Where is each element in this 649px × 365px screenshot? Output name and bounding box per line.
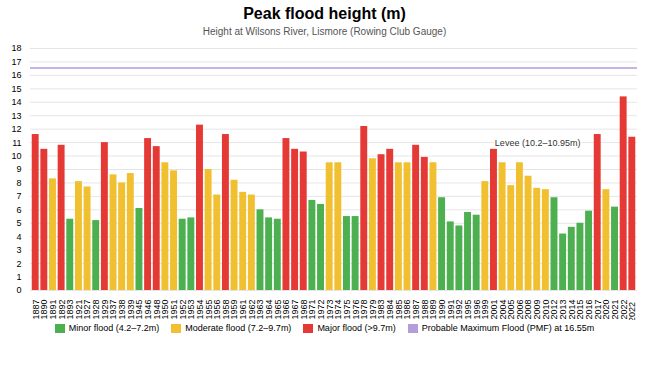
svg-text:1945: 1945 bbox=[134, 299, 145, 320]
svg-text:6: 6 bbox=[16, 205, 21, 215]
svg-text:1939: 1939 bbox=[125, 299, 136, 320]
svg-text:2: 2 bbox=[16, 258, 21, 268]
svg-text:1996: 1996 bbox=[471, 299, 482, 320]
svg-text:1978: 1978 bbox=[359, 299, 370, 320]
svg-text:1937: 1937 bbox=[108, 299, 119, 320]
svg-text:Levee (10.2–10.95m): Levee (10.2–10.95m) bbox=[495, 138, 581, 148]
svg-text:1951: 1951 bbox=[168, 299, 179, 320]
svg-text:0: 0 bbox=[16, 285, 21, 295]
svg-text:1964: 1964 bbox=[264, 299, 274, 320]
svg-text:1965: 1965 bbox=[272, 299, 283, 320]
svg-text:1887: 1887 bbox=[30, 299, 41, 320]
svg-text:1961: 1961 bbox=[238, 299, 249, 320]
svg-text:1891: 1891 bbox=[47, 299, 58, 320]
svg-text:18: 18 bbox=[11, 43, 21, 53]
svg-text:1948: 1948 bbox=[151, 299, 162, 320]
svg-text:1893: 1893 bbox=[65, 299, 76, 320]
svg-text:1952: 1952 bbox=[177, 299, 188, 320]
svg-text:1946: 1946 bbox=[143, 299, 153, 320]
svg-text:2016: 2016 bbox=[584, 299, 594, 320]
svg-text:1950: 1950 bbox=[160, 299, 171, 320]
svg-text:13: 13 bbox=[11, 111, 21, 121]
svg-text:1983: 1983 bbox=[376, 299, 387, 320]
svg-text:1963: 1963 bbox=[255, 299, 266, 320]
html-text:Peak flood height (m): Peak flood height (m) bbox=[243, 5, 406, 22]
svg-text:1921: 1921 bbox=[73, 299, 84, 320]
svg-text:2014: 2014 bbox=[566, 299, 577, 320]
svg-text:1989: 1989 bbox=[428, 299, 439, 320]
svg-text:4: 4 bbox=[16, 232, 21, 242]
html-text:Moderate flood (7.2–9.7m): Moderate flood (7.2–9.7m) bbox=[185, 323, 292, 333]
html-text:Height at Wilsons River, Lismo: Height at Wilsons River, Lismore (Rowing… bbox=[202, 26, 447, 37]
svg-text:16: 16 bbox=[11, 70, 21, 80]
svg-text:1991: 1991 bbox=[445, 299, 456, 320]
svg-text:1927: 1927 bbox=[82, 299, 93, 320]
svg-text:1988: 1988 bbox=[419, 299, 430, 320]
svg-text:1956: 1956 bbox=[212, 299, 223, 320]
svg-text:1929: 1929 bbox=[99, 299, 110, 320]
svg-text:2010: 2010 bbox=[540, 299, 551, 320]
svg-text:1: 1 bbox=[16, 272, 21, 282]
svg-text:1892: 1892 bbox=[56, 299, 67, 320]
svg-text:1990: 1990 bbox=[437, 299, 447, 320]
svg-text:1986: 1986 bbox=[402, 299, 413, 320]
svg-text:14: 14 bbox=[11, 97, 21, 107]
svg-text:1959: 1959 bbox=[229, 299, 240, 320]
svg-text:1976: 1976 bbox=[350, 299, 361, 320]
svg-text:3: 3 bbox=[16, 245, 21, 255]
svg-text:2006: 2006 bbox=[514, 299, 525, 320]
svg-text:2013: 2013 bbox=[558, 299, 568, 320]
svg-text:2017: 2017 bbox=[592, 299, 603, 320]
svg-text:2008: 2008 bbox=[523, 299, 534, 320]
svg-text:9: 9 bbox=[16, 164, 21, 174]
svg-text:2021: 2021 bbox=[609, 299, 620, 320]
svg-text:2009: 2009 bbox=[532, 299, 543, 320]
svg-text:1962: 1962 bbox=[246, 299, 257, 320]
svg-text:1967: 1967 bbox=[290, 299, 300, 320]
svg-text:12: 12 bbox=[11, 124, 21, 134]
svg-text:1992: 1992 bbox=[454, 299, 465, 320]
svg-text:1928: 1928 bbox=[91, 299, 102, 320]
svg-text:1972: 1972 bbox=[315, 299, 326, 320]
svg-text:1890: 1890 bbox=[39, 299, 50, 320]
svg-text:2005: 2005 bbox=[506, 299, 517, 320]
svg-text:17: 17 bbox=[11, 57, 21, 67]
svg-text:1985: 1985 bbox=[393, 299, 404, 320]
svg-text:1973: 1973 bbox=[324, 299, 335, 320]
svg-text:1979: 1979 bbox=[367, 299, 378, 320]
svg-text:7: 7 bbox=[16, 191, 21, 201]
svg-text:1974: 1974 bbox=[333, 299, 344, 320]
svg-text:2001: 2001 bbox=[488, 299, 499, 320]
svg-text:1954: 1954 bbox=[194, 299, 205, 320]
svg-text:2004: 2004 bbox=[497, 299, 508, 320]
html-text:Probable Maximum Flood (PMF) a: Probable Maximum Flood (PMF) at 16.55m bbox=[421, 323, 595, 333]
svg-text:1999: 1999 bbox=[480, 299, 491, 320]
svg-text:10: 10 bbox=[11, 151, 21, 161]
svg-text:5: 5 bbox=[16, 218, 21, 228]
svg-text:1968: 1968 bbox=[298, 299, 309, 320]
svg-text:1995: 1995 bbox=[462, 299, 473, 320]
svg-text:2012: 2012 bbox=[549, 299, 560, 320]
svg-text:1975: 1975 bbox=[341, 299, 352, 320]
svg-text:1966: 1966 bbox=[281, 299, 292, 320]
svg-text:1958: 1958 bbox=[220, 299, 231, 320]
svg-text:2022: 2022 bbox=[627, 300, 637, 321]
svg-text:11: 11 bbox=[12, 137, 21, 147]
svg-text:1984: 1984 bbox=[385, 299, 396, 320]
svg-text:8: 8 bbox=[16, 178, 21, 188]
svg-text:1987: 1987 bbox=[411, 299, 421, 320]
svg-text:1953: 1953 bbox=[186, 299, 197, 320]
svg-text:1955: 1955 bbox=[203, 299, 214, 320]
svg-text:1971: 1971 bbox=[307, 299, 318, 320]
html-text:Minor flood (4.2–7.2m): Minor flood (4.2–7.2m) bbox=[68, 323, 160, 333]
html-text:Major flood (>9.7m): Major flood (>9.7m) bbox=[317, 323, 396, 333]
svg-text:2015: 2015 bbox=[575, 299, 586, 320]
svg-text:15: 15 bbox=[11, 84, 21, 94]
svg-text:2020: 2020 bbox=[601, 299, 612, 320]
svg-text:1938: 1938 bbox=[117, 299, 127, 320]
